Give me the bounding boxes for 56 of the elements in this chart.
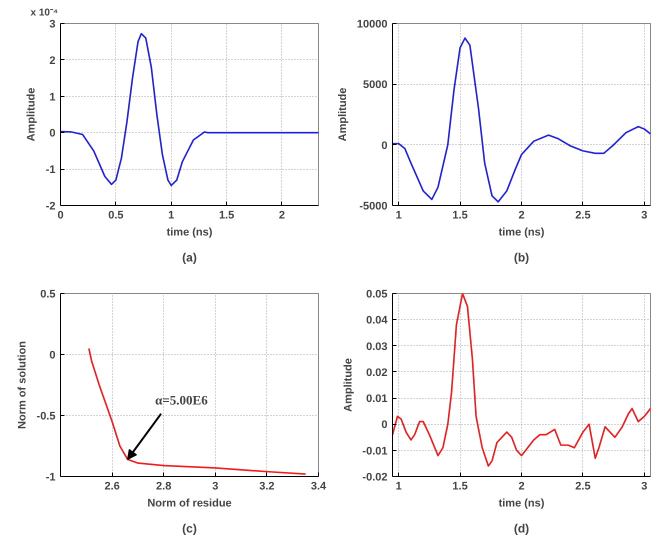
y-tick-label: 0 (381, 419, 388, 432)
text: (a) (182, 250, 197, 264)
y-tick-label: 0.02 (366, 366, 388, 379)
text: (d) (514, 522, 530, 536)
x-tick-label: 2 (278, 210, 286, 222)
y-tick-label: 0.04 (366, 314, 388, 327)
x-tick-label: 2 (518, 210, 525, 222)
y-tick-label: 0 (49, 350, 56, 362)
y-tick-label: 0.01 (366, 393, 388, 406)
y-tick-label: -0.01 (362, 445, 388, 458)
y-tick-label: -0.5 (36, 410, 56, 422)
y-tick-label: -1 (46, 472, 56, 484)
x-tick-label: 3.2 (259, 480, 275, 492)
x-tick-label: 2.5 (575, 480, 591, 492)
y-tick-label: 3 (49, 18, 56, 30)
x-tick-label: 1 (396, 210, 402, 222)
x-tick-label: 2.6 (104, 480, 120, 492)
y-axis-title: Norm of solution (16, 340, 29, 429)
x-tick-label: 1.5 (452, 480, 468, 492)
x-tick-label: 1 (396, 480, 402, 492)
y-tick-label: 0.03 (366, 340, 388, 353)
x-tick-label: 1.5 (218, 210, 234, 222)
x-tick-label: 3.4 (310, 480, 328, 492)
x-axis-title: time (ns) (166, 226, 213, 238)
y-tick-label: -2 (46, 200, 56, 212)
x-tick-label: 0.5 (108, 210, 124, 222)
x-axis-title: Norm of residue (147, 498, 232, 510)
annotation: α=5.00E6 (155, 392, 208, 408)
y-axis-title: Amplitude (336, 88, 349, 142)
x-axis-title: time (ns) (498, 498, 545, 510)
y-tick-label: -1 (46, 164, 56, 176)
x-tick-label: 2 (518, 480, 525, 492)
y-tick-label: -5000 (359, 200, 388, 212)
x-tick-label: 3 (212, 480, 218, 492)
y-tick-label: 1 (49, 91, 56, 104)
x-tick-label: 0 (57, 210, 64, 222)
x-axis-title: time (ns) (498, 226, 545, 238)
y-tick-label: -0.02 (362, 472, 388, 484)
x-tick-label: 1 (168, 210, 174, 222)
text: (b) (514, 250, 530, 264)
y-tick-label: 2 (49, 54, 56, 67)
y-tick-label: 0 (381, 140, 388, 152)
y-tick-label: 5000 (363, 79, 388, 92)
y-tick-label: 0.05 (366, 288, 388, 300)
text: (c) (182, 522, 197, 536)
y-tick-label: 10000 (356, 18, 388, 30)
x-tick-label: 3 (641, 210, 648, 222)
x-tick-label: 2.8 (156, 480, 172, 492)
x-tick-label: 1.5 (452, 210, 468, 222)
x-tick-label: 2.5 (575, 210, 591, 222)
text: x 10⁻⁴ (30, 8, 58, 18)
y-tick-label: 0.5 (40, 288, 56, 300)
y-axis-title: Amplitude (342, 358, 354, 412)
x-tick-label: 3 (641, 480, 648, 492)
y-tick-label: 0 (49, 128, 56, 140)
y-axis-title: Amplitude (26, 88, 38, 142)
